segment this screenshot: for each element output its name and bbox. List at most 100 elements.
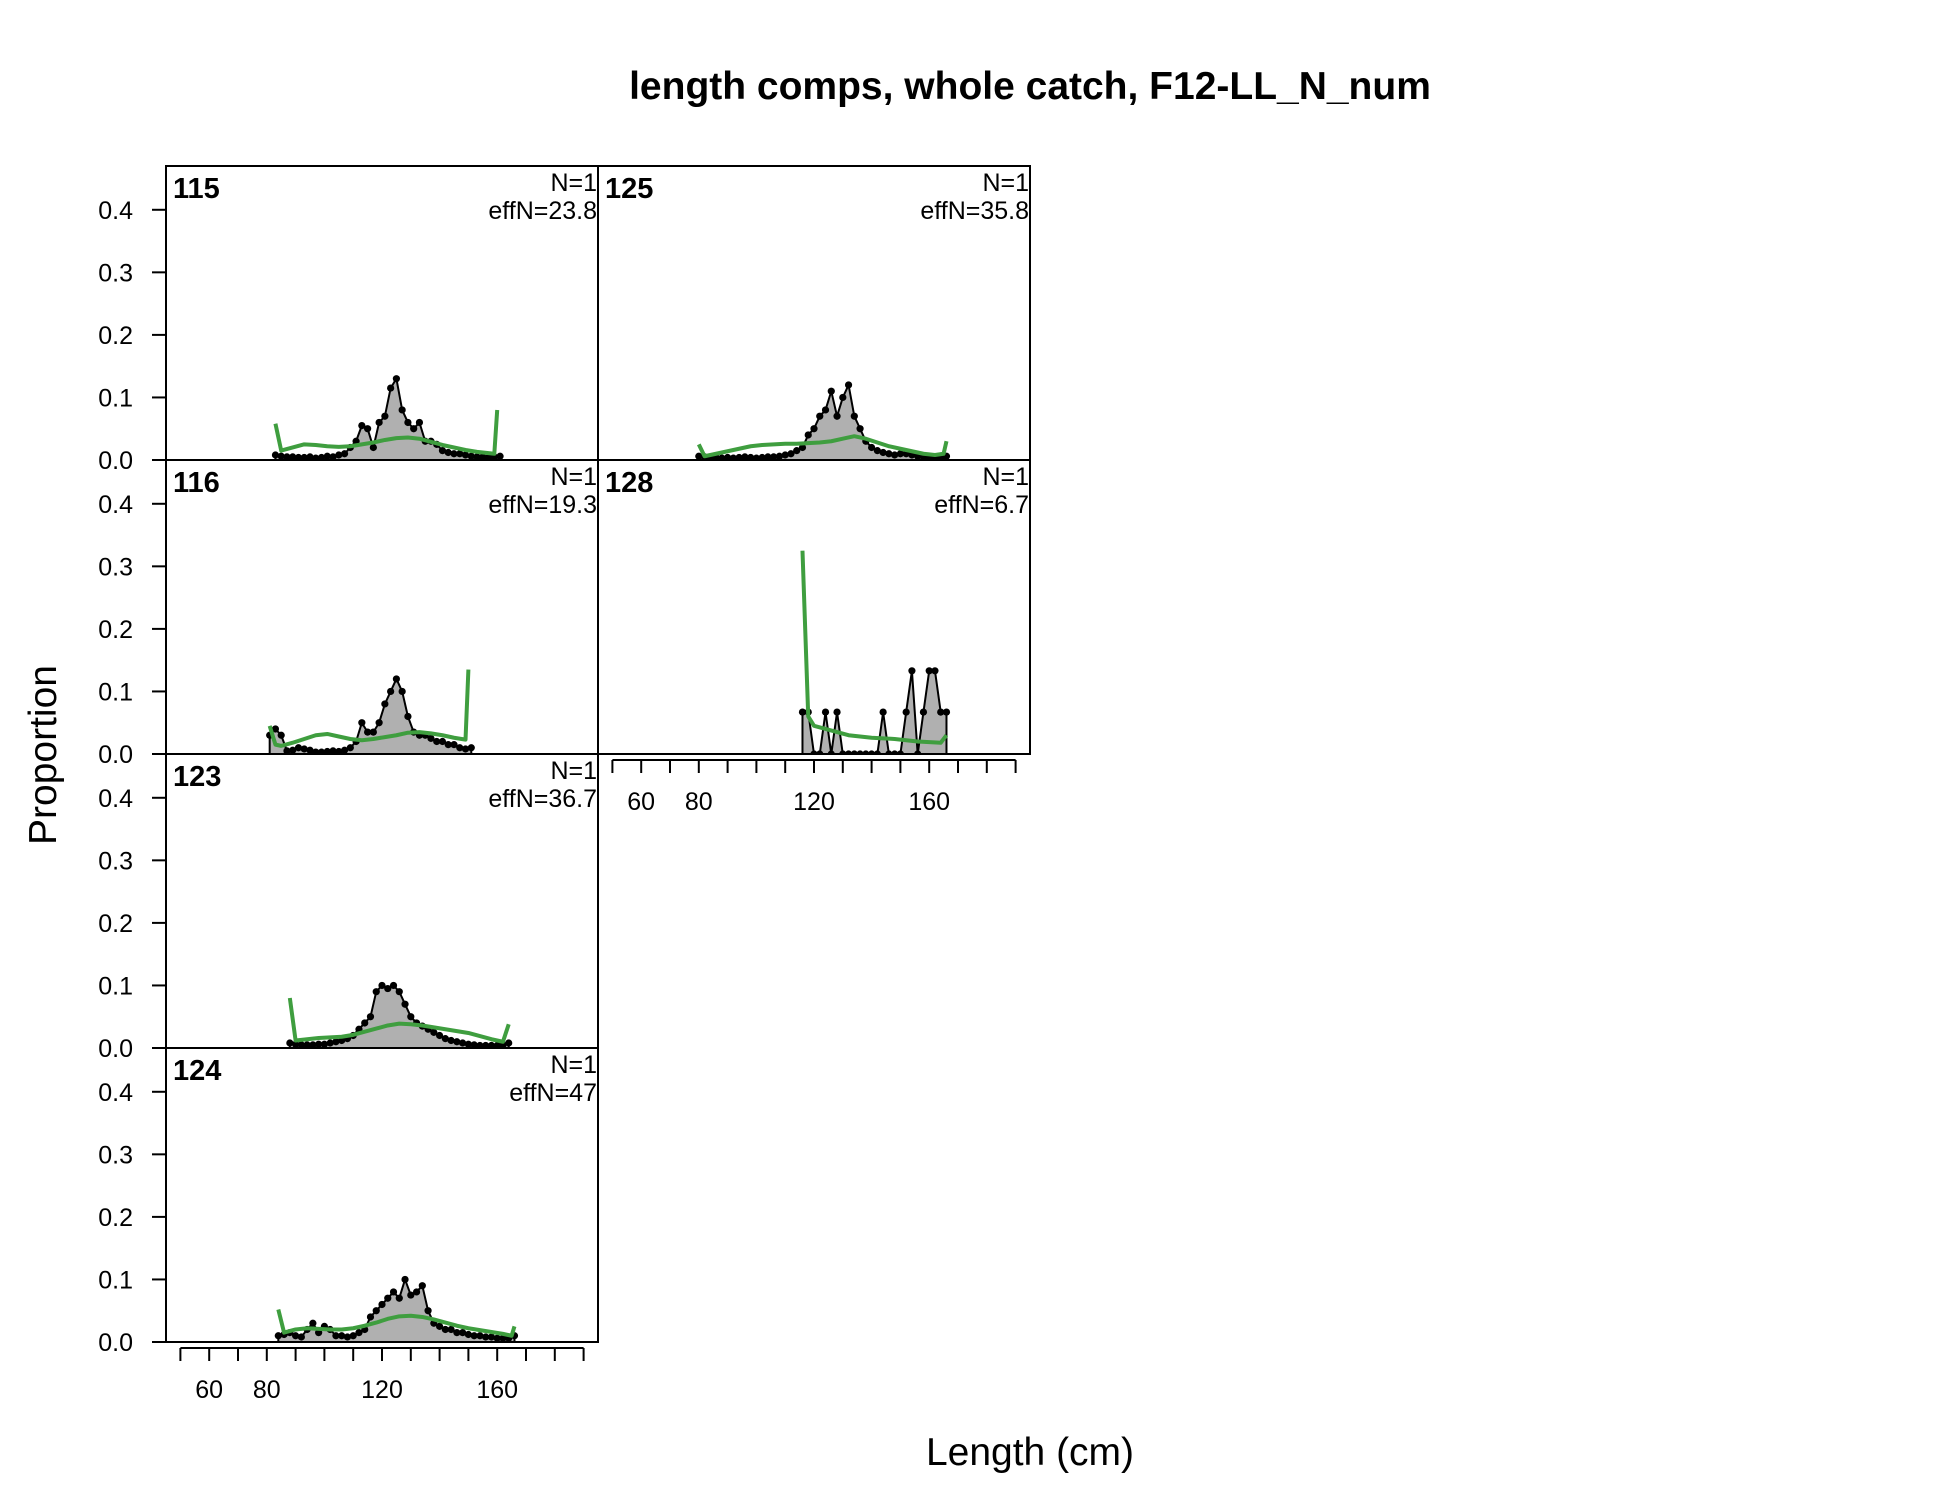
y-axis-title: Proportion: [22, 665, 65, 845]
observed-point: [493, 1041, 501, 1048]
x-tick-label: 60: [195, 1376, 223, 1404]
observed-point: [277, 452, 285, 460]
observed-point: [384, 984, 392, 993]
observed-point: [378, 1300, 386, 1309]
observed-point: [392, 375, 400, 383]
observed-point: [850, 412, 858, 420]
observed-point: [787, 450, 795, 458]
observed-point: [300, 453, 308, 460]
observed-point: [340, 746, 349, 754]
observed-point: [358, 719, 366, 727]
observed-point: [885, 450, 893, 458]
observed-point: [297, 1333, 305, 1341]
observed-point: [833, 412, 841, 420]
observed-point: [277, 731, 285, 739]
observed-point: [868, 443, 876, 452]
x-tick-label: 120: [793, 788, 835, 816]
y-tick-label: 0.2: [98, 1204, 133, 1232]
observed-point: [942, 708, 951, 716]
panel-n-label: N=1: [982, 169, 1029, 197]
observed-point: [467, 452, 475, 460]
y-tick-label: 0.2: [98, 616, 133, 644]
observed-point: [450, 450, 458, 458]
observed-point: [395, 1294, 403, 1302]
observed-point: [389, 981, 398, 990]
observed-point: [323, 747, 331, 754]
y-tick-label: 0.0: [98, 1329, 133, 1357]
observed-point: [430, 1028, 438, 1036]
y-tick-label: 0.1: [98, 972, 133, 1000]
expected-line: [276, 1308, 517, 1338]
observed-point: [729, 454, 737, 460]
observed-point: [505, 1039, 513, 1047]
observed-point: [839, 393, 847, 402]
observed-point: [407, 1013, 415, 1021]
panel-effn-label: effN=47: [509, 1079, 597, 1107]
observed-point: [289, 746, 297, 754]
observed-point: [300, 745, 308, 753]
observed-point: [482, 1041, 490, 1048]
observed-point: [459, 1329, 467, 1337]
observed-point: [724, 453, 732, 460]
observed-point: [798, 443, 807, 452]
x-tick-label: 160: [476, 1376, 518, 1404]
observed-point: [389, 1288, 398, 1296]
observed-point: [366, 1313, 375, 1321]
observed-point: [436, 1031, 444, 1040]
observed-point: [358, 421, 366, 430]
observed-point: [441, 1035, 449, 1043]
observed-point: [387, 384, 395, 392]
x-tick-label: 80: [253, 1376, 281, 1404]
observed-point: [427, 734, 435, 742]
observed-point: [323, 452, 331, 460]
observed-point: [816, 412, 824, 420]
panel-plot-area: [166, 375, 598, 460]
observed-point: [453, 1329, 461, 1337]
observed-point: [444, 741, 452, 749]
observed-point: [775, 452, 784, 460]
observed-point: [292, 1332, 300, 1340]
observed-point: [764, 453, 772, 460]
observed-point: [355, 1329, 363, 1337]
observed-point: [896, 450, 905, 458]
observed-point: [387, 687, 395, 696]
y-tick-label: 0.1: [98, 384, 133, 412]
observed-point: [821, 708, 830, 716]
panel-year-label: 125: [605, 173, 653, 205]
x-tick-label: 160: [908, 788, 950, 816]
observed-point: [436, 1322, 444, 1330]
observed-point: [329, 453, 337, 460]
observed-point: [438, 737, 447, 746]
observed-point: [747, 453, 755, 460]
observed-point: [770, 453, 778, 460]
y-tick-label: 0.4: [98, 491, 133, 519]
observed-point: [844, 381, 853, 389]
x-tick-label: 120: [361, 1376, 403, 1404]
observed-point: [470, 1332, 478, 1340]
observed-point: [372, 1307, 380, 1315]
observed-point: [271, 451, 280, 459]
observed-point: [821, 406, 830, 414]
observed-point: [378, 981, 386, 990]
observed-point: [482, 1333, 490, 1341]
observed-point: [349, 1332, 357, 1340]
observed-point: [493, 1334, 501, 1342]
observed-point: [294, 744, 303, 752]
observed-point: [375, 418, 383, 427]
observed-point: [271, 725, 280, 733]
observed-point: [433, 737, 441, 746]
observed-point: [827, 387, 835, 395]
observed-point: [306, 746, 314, 754]
observed-point: [312, 454, 320, 460]
observed-point: [781, 451, 789, 459]
panel-n-label: N=1: [550, 169, 597, 197]
observed-point: [798, 708, 807, 716]
observed-point: [758, 453, 766, 460]
y-tick-label: 0.3: [98, 259, 133, 287]
observed-point: [292, 1040, 300, 1048]
observed-point: [343, 1333, 352, 1341]
panel-plot-area: [166, 1275, 598, 1342]
expected-line: [273, 409, 500, 456]
